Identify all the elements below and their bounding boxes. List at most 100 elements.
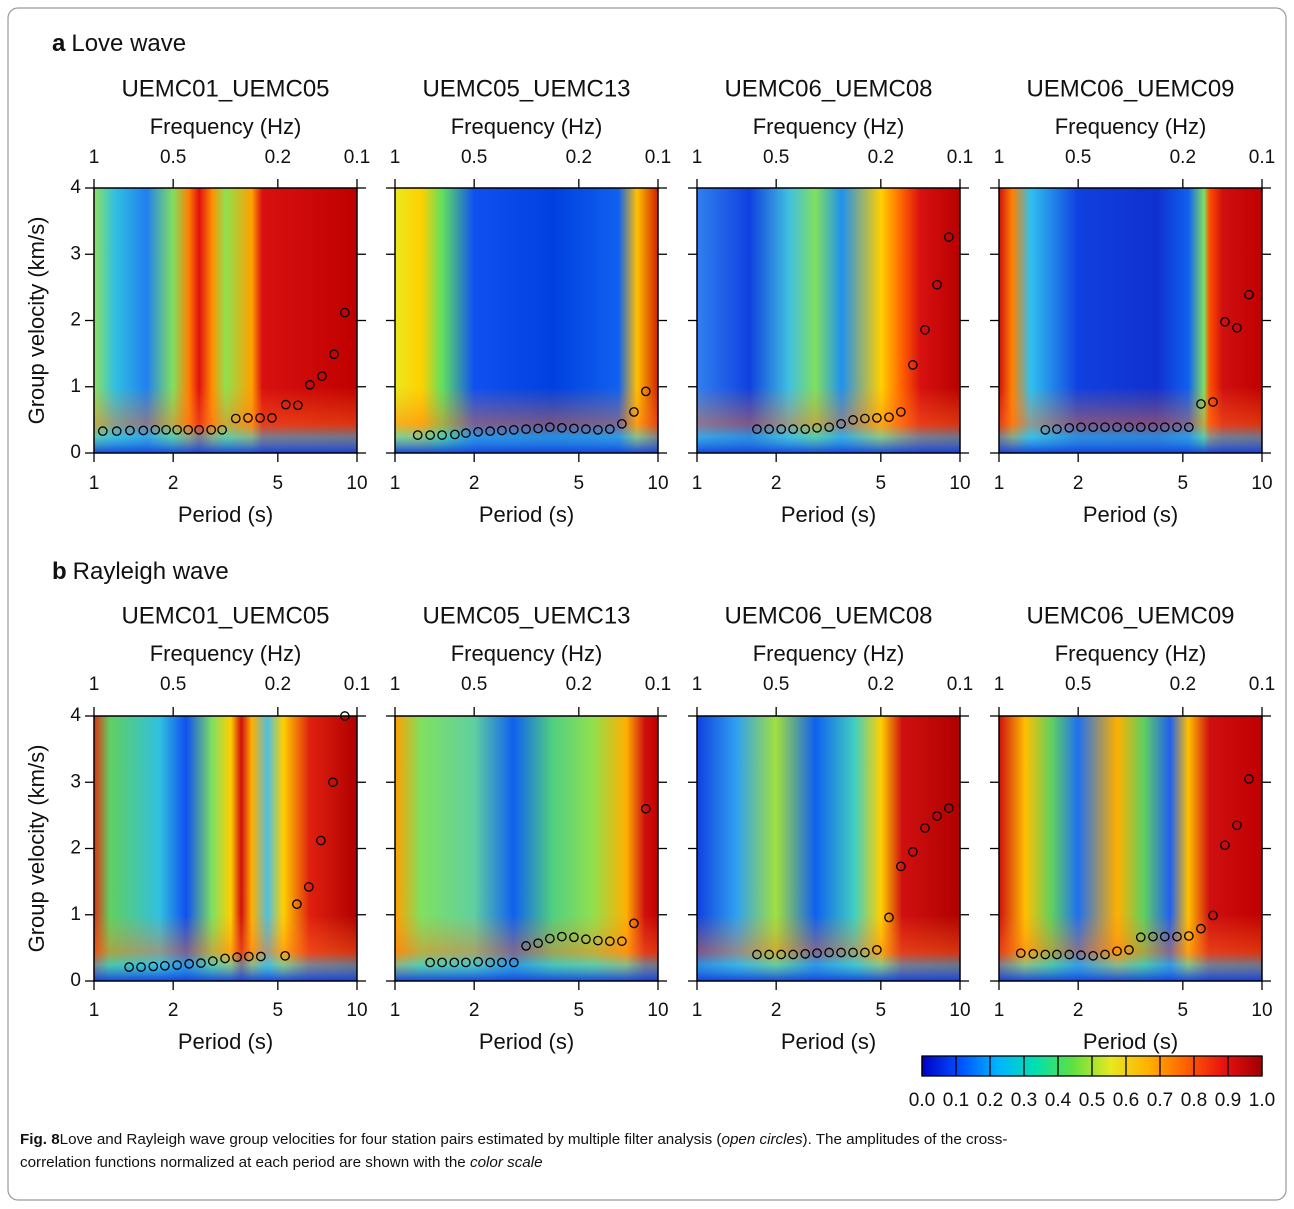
velocity-point [872,413,882,423]
y-tick-label: 3 [70,771,81,792]
panel-title: UEMC06_UEMC09 [1026,75,1234,102]
x2-tick-label: 0.5 [160,147,186,168]
velocity-point [836,418,846,429]
x2-axis-label: Frequency (Hz) [150,641,302,666]
y-axis-label: Group velocity (km/s) [24,217,49,425]
section-name: Rayleigh wave [73,558,229,585]
x2-tick-label: 0.5 [1065,147,1091,168]
x2-axis-label: Frequency (Hz) [1055,641,1207,666]
colorbar-tick-label: 0.0 [909,1090,935,1111]
velocity-point [184,958,194,969]
x2-axis-label: Frequency (Hz) [451,114,603,139]
caption-text: color scale [470,1154,543,1171]
x-tick-label: 2 [771,1000,782,1021]
x-tick-label: 5 [273,1000,284,1021]
x2-tick-label: 0.1 [645,674,671,695]
x2-axis-label: Frequency (Hz) [1055,114,1207,139]
x2-tick-label: 0.1 [344,674,370,695]
y-tick-label: 1 [70,376,81,397]
velocity-point [508,424,519,435]
velocity-point [244,951,254,962]
velocity-point [450,429,460,440]
velocity-point [848,415,858,425]
y-tick-label: 3 [70,243,81,264]
x2-tick-label: 1 [994,147,1005,168]
velocity-point [136,962,146,972]
x-tick-label: 2 [771,473,782,494]
x-tick-label: 2 [168,1000,179,1021]
velocity-point [339,711,350,721]
velocity-point [161,424,171,435]
velocity-point [752,424,762,434]
velocity-point [920,324,930,335]
velocity-point [521,424,531,434]
velocity-point [776,424,787,434]
velocity-point [485,957,495,968]
velocity-point [1100,422,1110,433]
x-tick-label: 10 [346,473,367,494]
x2-tick-label: 1 [390,147,401,168]
heatmap-low-band [94,386,357,453]
x2-tick-label: 0.2 [265,674,291,695]
x2-axis-label: Frequency (Hz) [753,641,905,666]
velocity-point [629,407,639,417]
velocity-point [1148,422,1158,433]
velocity-point [640,803,651,814]
velocity-point [1040,949,1051,960]
x2-tick-label: 1 [692,674,703,695]
caption-label: Fig. 8 [20,1131,60,1148]
velocity-point [194,424,204,435]
velocity-point [293,400,303,411]
velocity-point [860,947,870,958]
x-tick-label: 1 [89,473,100,494]
velocity-point [449,957,460,968]
x-tick-label: 10 [1251,473,1272,494]
velocity-point [317,371,327,381]
colorbar-tick-label: 0.2 [977,1090,1003,1111]
x2-tick-label: 0.2 [1170,147,1196,168]
x2-tick-label: 0.1 [645,147,671,168]
velocity-point [640,386,651,397]
x-axis-label: Period (s) [1083,1029,1178,1054]
heatmap-low-band [94,914,357,981]
x-tick-label: 1 [390,1000,401,1021]
velocity-point [836,947,846,958]
colorbar-tick-label: 0.6 [1113,1090,1139,1111]
x2-tick-label: 1 [994,674,1005,695]
x2-tick-label: 0.5 [763,147,789,168]
x2-tick-label: 1 [390,674,401,695]
velocity-point [485,426,495,436]
panel-title: UEMC05_UEMC13 [422,602,630,629]
x-tick-label: 5 [574,1000,585,1021]
x2-tick-label: 0.5 [763,674,789,695]
velocity-point [497,957,507,968]
velocity-point [1232,820,1242,831]
y-tick-label: 2 [70,838,81,859]
velocity-point [217,424,227,435]
y-tick-label: 0 [70,970,81,991]
velocity-point [824,422,834,433]
velocity-point [557,422,567,433]
velocity-point [593,935,603,946]
x2-tick-label: 0.2 [868,147,894,168]
x2-tick-label: 0.1 [344,147,370,168]
velocity-point [533,938,543,949]
x2-tick-label: 0.5 [461,147,487,168]
velocity-point [172,424,182,435]
x2-tick-label: 0.5 [461,674,487,695]
velocity-point [872,945,882,955]
velocity-point [1208,397,1218,407]
y-tick-label: 2 [70,310,81,331]
velocity-point [521,941,531,951]
x2-axis-label: Frequency (Hz) [150,114,302,139]
velocity-point [1040,424,1051,435]
velocity-point [593,424,603,435]
heatmap-low-band [395,386,658,453]
velocity-point [800,424,811,434]
x-axis-label: Period (s) [781,502,876,527]
velocity-point [232,952,242,963]
velocity-point [848,947,858,958]
section-label: a Love wave [52,30,186,57]
velocity-point [1244,774,1254,784]
velocity-point [545,422,555,433]
